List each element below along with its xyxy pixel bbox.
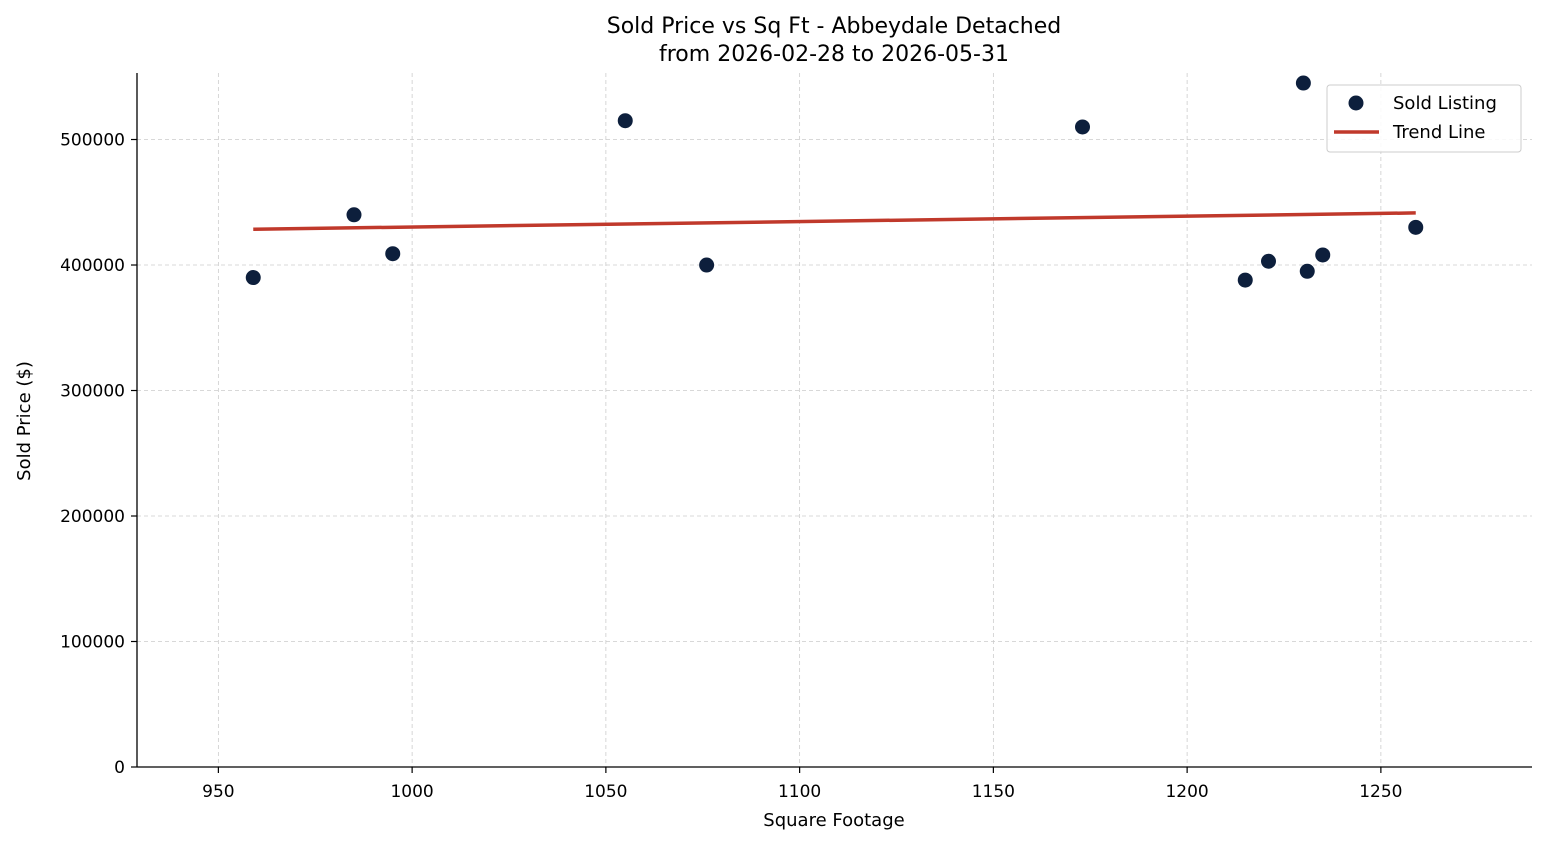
points-layer — [245, 75, 1424, 288]
data-point-6 — [1237, 272, 1253, 288]
y-tick-label-100000: 100000 — [60, 633, 125, 653]
axes — [131, 73, 1532, 773]
x-tick-label-1050: 1050 — [584, 782, 627, 802]
data-point-2 — [385, 246, 401, 262]
data-point-7 — [1261, 253, 1276, 269]
y-tick-label-300000: 300000 — [60, 382, 125, 402]
trend-line-layer — [253, 211, 1416, 231]
x-tick-label-1150: 1150 — [972, 782, 1015, 802]
x-axis-label: Square Footage — [763, 810, 904, 831]
chart-title: Sold Price vs Sq Ft - Abbeydale Detached — [607, 14, 1062, 39]
y-tick-label-200000: 200000 — [60, 507, 125, 527]
data-point-5 — [1075, 119, 1090, 135]
y-tick-label-400000: 400000 — [60, 256, 125, 276]
x-tick-label-1250: 1250 — [1359, 782, 1402, 802]
chart-subtitle: from 2026-02-28 to 2026-05-31 — [659, 42, 1009, 67]
legend-label-trend-line: Trend Line — [1392, 122, 1486, 143]
data-point-4 — [699, 257, 715, 273]
x-tick-label-1200: 1200 — [1165, 782, 1208, 802]
data-point-9 — [1299, 263, 1315, 279]
tick-labels: 950 1000 1050 1100 1150 1200 1250 0 100000 200000… — [60, 131, 1402, 802]
data-point-8 — [1295, 75, 1311, 91]
legend-box — [1326, 84, 1522, 153]
data-point-0 — [245, 270, 261, 286]
data-point-3 — [617, 113, 633, 129]
x-tick-label-950: 950 — [202, 782, 234, 802]
trend-line — [253, 211, 1416, 231]
x-tick-label-1100: 1100 — [778, 782, 821, 802]
legend: Sold Listing Trend Line — [1326, 84, 1522, 153]
y-tick-label-0: 0 — [114, 758, 125, 778]
y-tick-label-500000: 500000 — [60, 131, 125, 151]
legend-label-sold-listing: Sold Listing — [1393, 93, 1497, 114]
x-tick-label-1000: 1000 — [390, 782, 433, 802]
data-point-11 — [1408, 219, 1424, 235]
legend-marker-sold-listing — [1348, 95, 1364, 111]
data-point-1 — [346, 207, 362, 223]
data-point-10 — [1315, 247, 1331, 263]
grid — [137, 73, 1532, 768]
y-axis-label: Sold Price ($) — [14, 361, 35, 481]
